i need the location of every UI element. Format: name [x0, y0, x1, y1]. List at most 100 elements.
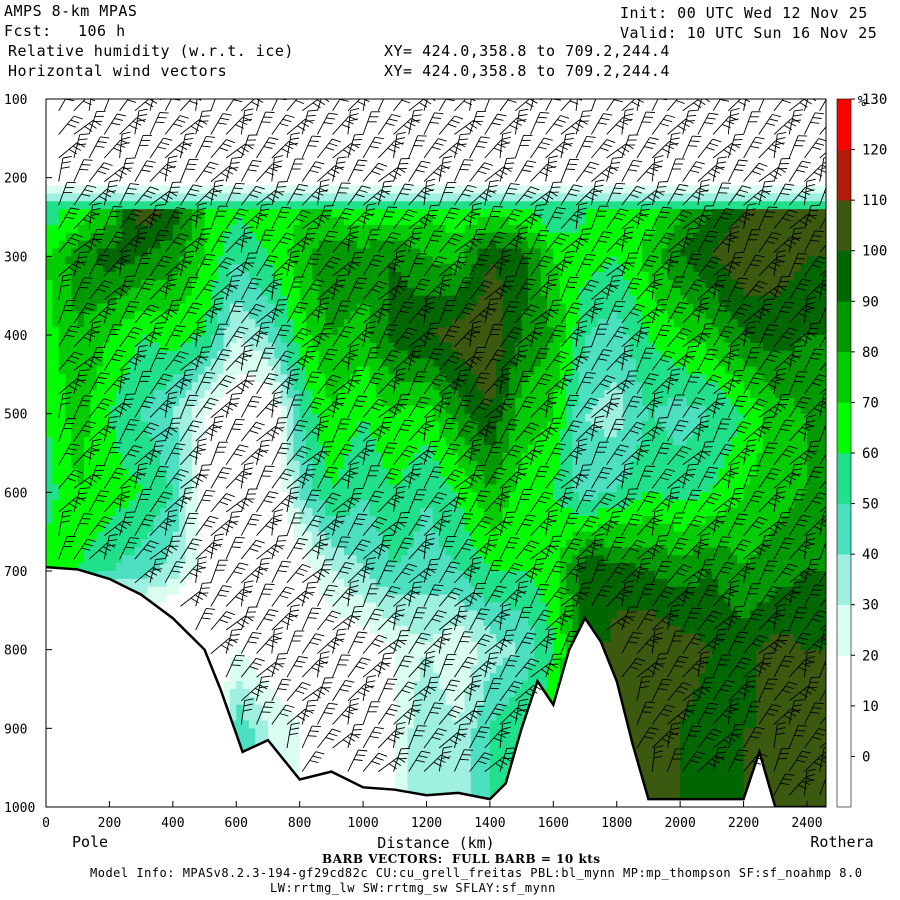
rh-cell	[65, 264, 72, 273]
rh-cell	[229, 201, 237, 210]
rh-cell	[191, 130, 199, 139]
rh-cell	[236, 468, 244, 478]
rh-cell	[134, 563, 142, 572]
rh-cell	[210, 99, 218, 108]
rh-cell	[172, 374, 180, 383]
rh-cell	[356, 704, 364, 714]
rh-cell	[242, 335, 250, 344]
rh-cell	[286, 626, 294, 635]
rh-cell	[52, 169, 60, 179]
rh-cell	[109, 397, 117, 407]
rh-cell	[223, 681, 231, 690]
rh-cell	[141, 429, 149, 438]
rh-cell	[147, 571, 155, 580]
rh-cell	[160, 185, 168, 194]
rh-cell	[153, 460, 161, 470]
rh-cell	[312, 531, 320, 541]
rh-cell	[141, 445, 149, 454]
rh-cell	[280, 169, 288, 179]
rh-cell	[312, 508, 320, 517]
rh-cell	[248, 397, 256, 407]
rh-cell	[299, 563, 307, 572]
rh-cell	[160, 319, 168, 328]
rh-cell	[299, 264, 307, 273]
rh-cell	[122, 563, 130, 572]
rh-cell	[191, 586, 199, 596]
rh-cell	[109, 460, 117, 470]
rh-cell	[160, 138, 168, 147]
rh-cell	[337, 256, 345, 265]
rh-cell	[293, 224, 301, 234]
rh-cell	[134, 224, 142, 234]
rh-cell	[210, 154, 218, 163]
rh-cell	[356, 665, 364, 674]
rh-cell	[267, 618, 275, 627]
rh-cell	[363, 114, 371, 124]
rh-cell	[248, 681, 256, 690]
rh-cell	[325, 515, 332, 525]
rh-cell	[363, 602, 371, 611]
rh-cell	[179, 303, 187, 312]
rh-cell	[325, 122, 332, 132]
rh-cell	[344, 130, 351, 139]
rh-cell	[255, 114, 263, 124]
rh-cell	[331, 193, 339, 202]
rh-cell	[388, 657, 396, 666]
rh-cell	[306, 649, 313, 659]
rh-cell	[77, 154, 85, 163]
rh-cell	[255, 99, 263, 108]
rh-cell	[344, 114, 351, 124]
rh-cell	[325, 224, 332, 234]
rh-cell	[337, 578, 345, 588]
rh-cell	[280, 571, 288, 580]
rh-cell	[318, 264, 326, 273]
rh-cell	[280, 224, 288, 234]
rh-cell	[141, 531, 149, 541]
rh-cell	[356, 311, 364, 320]
rh-cell	[204, 217, 212, 226]
rh-cell	[255, 720, 263, 729]
rh-cell	[46, 248, 53, 257]
rh-cell	[388, 335, 396, 344]
rh-cell	[293, 445, 301, 454]
rh-cell	[293, 287, 301, 297]
rh-cell	[299, 327, 307, 336]
rh-cell	[350, 224, 358, 234]
rh-cell	[185, 256, 193, 265]
rh-cell	[267, 374, 275, 383]
rh-cell	[363, 390, 371, 399]
rh-cell	[153, 413, 161, 423]
rh-cell	[229, 335, 237, 344]
rh-cell	[286, 154, 294, 163]
rh-cell	[299, 342, 307, 352]
rh-cell	[286, 106, 294, 116]
rh-cell	[299, 728, 307, 737]
rh-cell	[306, 618, 313, 627]
rh-cell	[204, 240, 212, 250]
rh-cell	[147, 484, 155, 493]
rh-cell	[84, 382, 91, 391]
rh-cell	[71, 232, 79, 242]
rh-cell	[84, 193, 91, 202]
rh-cell	[166, 319, 174, 328]
rh-cell	[344, 185, 351, 194]
rh-cell	[198, 154, 206, 163]
rh-cell	[325, 327, 332, 336]
rh-cell	[286, 586, 294, 596]
rh-cell	[331, 453, 339, 462]
rh-cell	[325, 311, 332, 320]
rh-cell	[198, 468, 206, 478]
rh-cell	[134, 515, 142, 525]
rh-cell	[280, 232, 288, 242]
rh-cell	[160, 492, 168, 501]
rh-cell	[325, 460, 332, 470]
rh-cell	[267, 728, 275, 737]
rh-cell	[185, 114, 193, 124]
rh-cell	[210, 500, 218, 509]
rh-cell	[274, 673, 282, 682]
rh-cell	[274, 327, 282, 336]
rh-cell	[77, 437, 85, 446]
rh-cell	[293, 633, 301, 643]
rh-cell	[109, 272, 117, 281]
rh-cell	[58, 350, 66, 360]
